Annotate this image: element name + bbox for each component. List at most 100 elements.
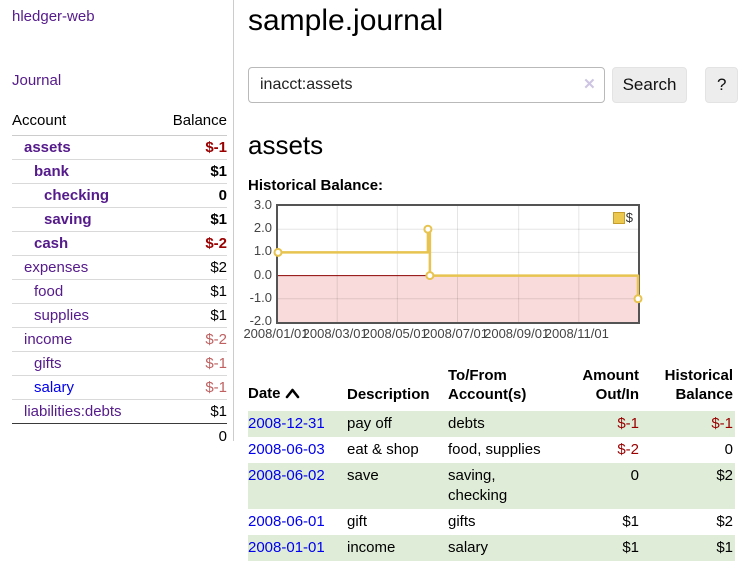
register-header-amount: Amount Out/In [582, 367, 639, 403]
clear-search-icon[interactable]: ✕ [583, 76, 596, 93]
account-link[interactable]: cash [34, 235, 69, 252]
register-row: 2008-06-02 save saving, checking 0 $2 [248, 463, 735, 509]
account-balance: $1 [155, 159, 227, 184]
account-link[interactable]: expenses [24, 259, 89, 276]
account-balance: $-1 [155, 375, 227, 400]
search-input[interactable] [248, 67, 605, 103]
account-link[interactable]: food [34, 283, 64, 300]
sort-ascending-icon [285, 385, 300, 404]
account-balance: $1 [155, 303, 227, 328]
app-brand: hledger-web [12, 8, 226, 25]
transaction-balance: 0 [724, 441, 733, 458]
x-axis-tick-label: 2008/11/01 [544, 326, 609, 341]
register-row: 2008-06-03 eat & shop food, supplies $-2 0 [248, 437, 735, 463]
transaction-accounts: debts [448, 415, 485, 432]
x-axis-tick-label: 2008/05/01 [362, 326, 428, 341]
register-header-row: Date Description To/From Account(s) Amou… [248, 364, 735, 411]
transaction-amount: $-1 [617, 415, 639, 432]
legend-swatch-icon [612, 211, 625, 224]
sidebar-item-journal[interactable]: Journal [12, 72, 62, 89]
account-row: cash $-2 [12, 231, 227, 256]
page-title: sample.journal [248, 4, 444, 37]
register-row: 2008-12-31 pay off debts $-1 $-1 [248, 411, 735, 437]
transaction-amount: $1 [622, 539, 639, 556]
account-row: liabilities:debts $1 [12, 399, 227, 424]
account-balance: $1 [155, 399, 227, 424]
account-row: checking 0 [12, 183, 227, 208]
accounts-total-value: 0 [218, 428, 227, 445]
account-row: supplies $1 [12, 303, 227, 328]
historical-balance-chart: $ 3.0 2.0 1.0 0.0 -1.0 -2.0 2008/01/01 2008/03/… [243, 197, 738, 345]
register-header-balance: Historical Balance [664, 367, 733, 403]
y-axis-tick-label: 1.0 [253, 243, 272, 259]
account-link[interactable]: income [24, 331, 73, 348]
register-header-description: Description [347, 386, 430, 403]
legend-label: $ [625, 210, 633, 225]
register-header-accounts: To/From Account(s) [448, 367, 527, 403]
transaction-date-link[interactable]: 2008-06-02 [248, 467, 325, 484]
transaction-accounts: food, supplies [448, 441, 541, 458]
account-balance: $2 [155, 255, 227, 280]
accounts-header-balance: Balance [155, 110, 227, 136]
account-heading: assets [248, 130, 324, 160]
account-balance: 0 [155, 183, 227, 208]
accounts-header-account: Account [12, 110, 156, 136]
transaction-accounts: saving, checking [448, 467, 508, 504]
account-balance: $-2 [155, 327, 227, 352]
app-brand-link[interactable]: hledger-web [12, 8, 95, 25]
transaction-description: eat & shop [347, 441, 419, 458]
y-axis-tick-label: 0.0 [253, 266, 272, 282]
account-balance: $-1 [155, 135, 227, 160]
chart-plot-area: $ [273, 204, 643, 324]
account-link[interactable]: supplies [34, 307, 90, 324]
account-link[interactable]: bank [34, 163, 70, 180]
search-button[interactable]: Search [611, 67, 688, 103]
search-box: ✕ [248, 67, 605, 103]
transaction-description: save [347, 467, 379, 484]
y-axis-tick-label: -1.0 [249, 289, 272, 305]
account-balance: $1 [155, 207, 227, 232]
x-axis-tick-label: 2008/03/01 [302, 326, 368, 341]
accounts-total-row: 0 [12, 424, 227, 449]
account-link[interactable]: salary [34, 379, 75, 396]
account-link[interactable]: gifts [34, 355, 62, 372]
y-axis-tick-label: 3.0 [253, 197, 272, 212]
transaction-amount: $1 [622, 513, 639, 530]
transaction-amount: 0 [630, 467, 639, 484]
account-row: expenses $2 [12, 255, 227, 280]
chart-title: Historical Balance: [248, 177, 384, 194]
account-row: gifts $-1 [12, 351, 227, 376]
sidebar-nav: Journal [12, 72, 226, 89]
search-bar: ✕ Search ? [248, 67, 738, 103]
transaction-date-link[interactable]: 2008-01-01 [248, 539, 325, 556]
account-row: salary $-1 [12, 375, 227, 400]
transaction-balance: $2 [716, 513, 733, 530]
transaction-amount: $-2 [617, 441, 639, 458]
register-row: 2008-01-01 income salary $1 $1 [248, 535, 735, 561]
register-row: 2008-06-01 gift gifts $1 $2 [248, 509, 735, 535]
transaction-balance: $2 [716, 467, 733, 484]
x-axis-tick-label: 2008/01/01 [243, 326, 309, 341]
account-balance: $-1 [155, 351, 227, 376]
account-link[interactable]: liabilities:debts [24, 403, 122, 420]
account-row: saving $1 [12, 207, 227, 232]
register-header-date[interactable]: Date [248, 364, 347, 411]
register-table: Date Description To/From Account(s) Amou… [248, 364, 735, 561]
account-row: food $1 [12, 279, 227, 304]
transaction-balance: $1 [716, 539, 733, 556]
account-link[interactable]: assets [24, 139, 71, 156]
transaction-accounts: gifts [448, 513, 476, 530]
account-balance: $1 [155, 279, 227, 304]
account-row: bank $1 [12, 159, 227, 184]
main-content: sample.journal ✕ Search ? assets Histori… [243, 0, 738, 561]
account-link[interactable]: saving [44, 211, 92, 228]
transaction-accounts: salary [448, 539, 489, 556]
transaction-date-link[interactable]: 2008-06-03 [248, 441, 325, 458]
accounts-header-row: Account Balance [12, 110, 227, 136]
transaction-balance: $-1 [711, 415, 733, 432]
help-button[interactable]: ? [705, 67, 738, 103]
transaction-date-link[interactable]: 2008-06-01 [248, 513, 325, 530]
accounts-table: Account Balance assets $-1 bank $1 checking 0… [12, 110, 227, 448]
account-link[interactable]: checking [44, 187, 110, 204]
transaction-date-link[interactable]: 2008-12-31 [248, 415, 325, 432]
